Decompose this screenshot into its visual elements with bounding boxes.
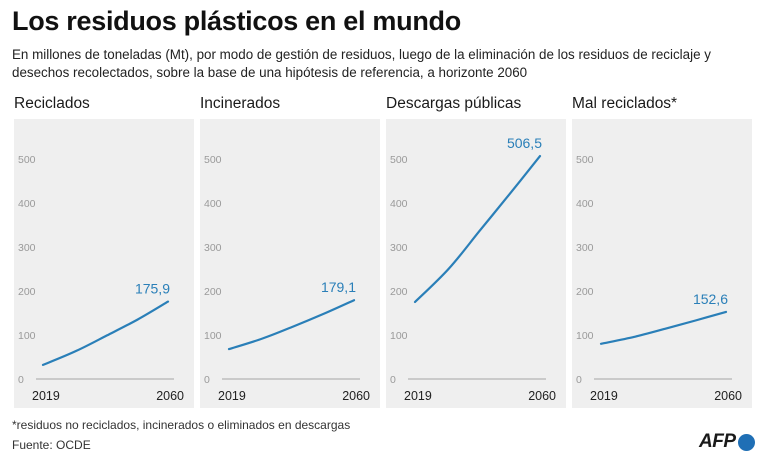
data-label: 506,5 <box>507 135 542 151</box>
x-tick-label: 2060 <box>528 389 556 403</box>
y-tick-label: 200 <box>390 286 408 298</box>
chart-2-title: Descargas públicas <box>386 95 522 112</box>
y-tick-label: 100 <box>204 330 222 342</box>
chart-svg: 0 100 200 300 400 500 2019 2060 152,6 <box>576 154 742 403</box>
data-label: 179,1 <box>321 279 356 295</box>
x-tick-label: 2019 <box>218 389 246 403</box>
logo-dot-icon <box>737 433 755 451</box>
series-line <box>413 155 542 304</box>
y-tick-label: 200 <box>18 286 36 298</box>
chart-svg: 0 100 200 300 400 500 2019 2060 506,5 <box>390 135 556 403</box>
y-tick-label: 500 <box>576 154 594 166</box>
chart-0-title: Reciclados <box>14 95 90 112</box>
x-tick-label: 2060 <box>342 389 370 403</box>
logo-text: AFP <box>699 431 736 452</box>
y-tick-label: 400 <box>204 198 222 210</box>
y-tick-label: 300 <box>390 242 408 254</box>
y-tick-label: 100 <box>576 330 594 342</box>
y-tick-label: 0 <box>390 374 396 386</box>
y-tick-label: 500 <box>18 154 36 166</box>
y-tick-label: 0 <box>204 374 210 386</box>
chart-panel-reciclados: 0 100 200 300 400 500 2019 2060 175,9 <box>14 119 194 408</box>
y-tick-label: 400 <box>18 198 36 210</box>
data-label: 175,9 <box>135 281 170 297</box>
chart-svg: 0 100 200 300 400 500 2019 2060 175,9 <box>18 154 184 403</box>
page-subtitle: En millones de toneladas (Mt), por modo … <box>12 47 711 80</box>
y-tick-label: 400 <box>576 198 594 210</box>
footnote: *residuos no reciclados, incinerados o e… <box>12 418 351 432</box>
y-tick-label: 0 <box>576 374 582 386</box>
y-tick-label: 400 <box>390 198 408 210</box>
y-tick-label: 300 <box>18 242 36 254</box>
source-note: Fuente: OCDE <box>12 438 91 452</box>
y-tick-label: 100 <box>390 330 408 342</box>
chart-svg: 0 100 200 300 400 500 2019 2060 179,1 <box>204 154 370 403</box>
chart-1-title: Incinerados <box>200 95 281 112</box>
afp-logo: AFP <box>699 431 755 453</box>
chart-panel-descargas: 0 100 200 300 400 500 2019 2060 506,5 <box>386 119 566 408</box>
y-tick-label: 200 <box>204 286 222 298</box>
y-tick-label: 0 <box>18 374 24 386</box>
page-title: Los residuos plásticos en el mundo <box>12 6 461 36</box>
x-tick-label: 2019 <box>32 389 60 403</box>
x-tick-label: 2019 <box>404 389 432 403</box>
series-line <box>599 310 728 345</box>
x-tick-label: 2060 <box>714 389 742 403</box>
x-tick-label: 2060 <box>156 389 184 403</box>
data-label: 152,6 <box>693 291 728 307</box>
chart-3-title: Mal reciclados* <box>572 95 678 112</box>
series-line <box>41 300 170 366</box>
y-tick-label: 200 <box>576 286 594 298</box>
x-tick-label: 2019 <box>590 389 618 403</box>
y-tick-label: 500 <box>390 154 408 166</box>
y-tick-label: 500 <box>204 154 222 166</box>
y-tick-label: 100 <box>18 330 36 342</box>
series-line <box>227 299 356 351</box>
chart-panel-incinerados: 0 100 200 300 400 500 2019 2060 179,1 <box>200 119 380 408</box>
chart-panel-mal-reciclados: 0 100 200 300 400 500 2019 2060 152,6 <box>572 119 752 408</box>
y-tick-label: 300 <box>576 242 594 254</box>
y-tick-label: 300 <box>204 242 222 254</box>
